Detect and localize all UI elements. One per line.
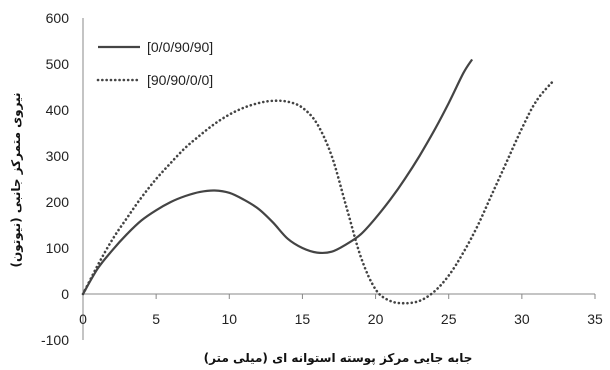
y-tick-label: 500 [46, 56, 70, 72]
x-tick-label: 30 [514, 311, 530, 327]
x-tick-label: 10 [221, 311, 237, 327]
legend-label-series-1: [0/0/90/90] [147, 39, 213, 55]
y-tick-label: -100 [41, 332, 69, 348]
legend-label-series-2: [90/90/0/0] [147, 72, 213, 88]
y-tick-label: 400 [46, 102, 70, 118]
legend: [0/0/90/90] [90/90/0/0] [96, 39, 213, 88]
y-tick-label: 100 [46, 240, 70, 256]
x-tick-label: 20 [368, 311, 384, 327]
x-tick-label: 5 [152, 311, 160, 327]
series-line-1 [82, 58, 474, 295]
series-layer [81, 58, 556, 305]
axes: -100 0 100 200 300 400 500 600 0 5 10 15 20 25 30 35 [41, 10, 603, 348]
y-tick-label: 600 [46, 10, 70, 26]
series-line-2 [81, 78, 556, 305]
x-axis-title: جابه جایی مرکز پوسته استوانه ای (میلی مت… [204, 351, 473, 366]
y-tick-label: 0 [61, 286, 69, 302]
x-tick-label: 15 [295, 311, 311, 327]
x-tick-label: 35 [587, 311, 603, 327]
x-tick-label: 25 [441, 311, 457, 327]
x-tick-label: 0 [79, 311, 87, 327]
y-tick-label: 300 [46, 148, 70, 164]
y-axis-title: نیروی متمرکز جانبی (نیوتون) [9, 92, 24, 267]
y-tick-label: 200 [46, 194, 70, 210]
